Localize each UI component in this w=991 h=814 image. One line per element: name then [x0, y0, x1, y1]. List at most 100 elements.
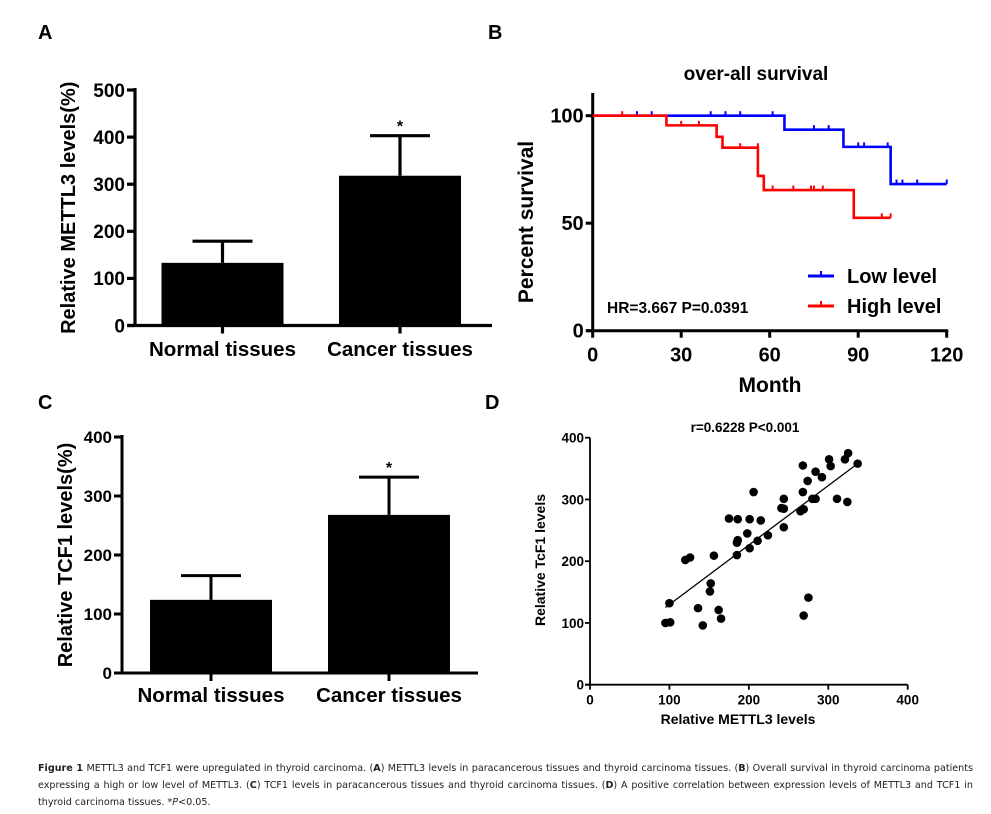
- x-tick-label: 90: [847, 345, 869, 367]
- data-point: [733, 535, 743, 545]
- data-point: [826, 461, 835, 471]
- y-tick-label: 200: [84, 546, 112, 565]
- data-point: [811, 494, 820, 504]
- panel-label-b: B: [488, 22, 503, 44]
- data-point: [779, 494, 789, 504]
- y-axis-label: Relative TCF1 levels(%): [55, 443, 77, 668]
- y-axis-label: Relative METTL3 levels(%): [58, 82, 80, 334]
- x-axis-label: Relative METTL3 levels: [661, 711, 816, 727]
- data-point: [749, 487, 758, 497]
- bar: [328, 514, 450, 673]
- chart-title: r=0.6228 P<0.001: [691, 420, 800, 435]
- y-axis-label: Relative TcF1 levels: [532, 494, 548, 626]
- data-point: [665, 598, 674, 608]
- bar-chart-a: 0 100 200 300 400 500 Relative METTL3 levels(%…: [58, 81, 492, 361]
- data-point: [665, 618, 675, 627]
- data-point: [753, 536, 762, 546]
- data-point: [803, 476, 812, 486]
- data-point: [733, 514, 743, 524]
- y-tick-label: 50: [561, 213, 583, 235]
- data-point: [745, 514, 754, 524]
- caption-panel-ref: A: [373, 763, 381, 774]
- data-point: [705, 587, 715, 596]
- y-tick-label: 0: [576, 678, 584, 693]
- category-label: Normal tissues: [138, 684, 285, 707]
- caption-text: METTL3 and TCF1 were upregulated in thyr…: [83, 763, 374, 774]
- y-tick-label: 0: [114, 316, 125, 337]
- stats-annotation: HR=3.667 P=0.0391: [607, 300, 749, 317]
- chart-title: over-all survival: [684, 64, 829, 85]
- y-tick-label: 300: [93, 175, 125, 196]
- data-point: [706, 579, 716, 588]
- x-tick-label: 30: [670, 345, 692, 367]
- data-point: [714, 605, 723, 615]
- data-point: [843, 448, 853, 458]
- y-tick-label: 400: [84, 428, 112, 447]
- figure-label: Figure 1: [38, 763, 84, 774]
- x-axis-label: Month: [739, 374, 802, 397]
- caption-text: P: [172, 797, 179, 808]
- x-tick-label: 400: [896, 693, 919, 708]
- significance-marker: *: [386, 460, 393, 477]
- caption-text: ) A positive correlation between express…: [38, 780, 973, 808]
- x-tick-label: 100: [658, 693, 681, 708]
- x-tick-label: 60: [759, 345, 781, 367]
- data-point: [832, 494, 842, 504]
- data-point: [709, 551, 719, 560]
- data-point: [817, 472, 827, 482]
- scatter-chart: r=0.6228 P<0.001 0 100 200 300 400 0 100 200 300 4…: [532, 420, 919, 727]
- data-point: [843, 497, 852, 507]
- x-tick-label: 200: [738, 693, 761, 708]
- caption-body: METTL3 and TCF1 were upregulated in thyr…: [38, 763, 973, 808]
- y-axis-label: Percent survival: [515, 141, 538, 303]
- y-tick-label: 200: [93, 222, 125, 243]
- data-point: [799, 611, 808, 620]
- y-tick-label: 500: [93, 81, 125, 102]
- y-tick-label: 0: [103, 664, 112, 683]
- survival-curve-high: [592, 114, 891, 220]
- panel-label-c: C: [38, 392, 53, 414]
- x-tick-label: 120: [930, 345, 963, 367]
- survival-chart: over-all survival 0 50 100 0 30 60 90 120 Month Pe…: [515, 64, 963, 397]
- caption-panel-ref: B: [738, 763, 746, 774]
- y-tick-label: 300: [561, 492, 584, 507]
- data-point: [798, 461, 808, 470]
- data-point: [779, 504, 789, 514]
- regression-line: [665, 463, 859, 609]
- figure-caption: Figure 1 METTL3 and TCF1 were upregulate…: [38, 760, 973, 811]
- x-tick-label: 0: [586, 693, 594, 708]
- y-tick-label: 300: [84, 487, 112, 506]
- y-tick-label: 200: [561, 554, 584, 569]
- bar: [161, 262, 284, 326]
- significance-marker: *: [397, 119, 404, 136]
- data-point: [763, 530, 773, 540]
- data-point: [798, 487, 808, 497]
- data-point: [742, 529, 752, 538]
- caption-text: ) TCF1 levels in paracancerous tissues a…: [256, 780, 606, 791]
- data-point: [693, 603, 703, 613]
- data-point: [724, 514, 734, 523]
- survival-curve-low: [592, 114, 947, 186]
- legend-label: Low level: [847, 266, 937, 288]
- category-label: Cancer tissues: [316, 684, 462, 707]
- x-tick-label: 300: [817, 693, 840, 708]
- data-point: [716, 614, 726, 623]
- data-point: [824, 455, 834, 464]
- data-point: [811, 467, 820, 476]
- y-tick-label: 400: [561, 431, 584, 446]
- category-label: Cancer tissues: [327, 338, 473, 361]
- data-point: [698, 621, 708, 630]
- y-tick-label: 400: [93, 128, 125, 149]
- data-point: [779, 522, 789, 532]
- caption-panel-ref: C: [249, 780, 257, 791]
- panel-label-a: A: [38, 22, 53, 44]
- y-tick-label: 0: [573, 321, 584, 343]
- legend-label: High level: [847, 296, 941, 318]
- data-point: [745, 543, 754, 553]
- y-tick-label: 100: [550, 106, 583, 128]
- data-point: [799, 505, 808, 514]
- y-tick-label: 100: [84, 605, 112, 624]
- category-label: Normal tissues: [149, 338, 296, 361]
- data-point: [853, 459, 862, 468]
